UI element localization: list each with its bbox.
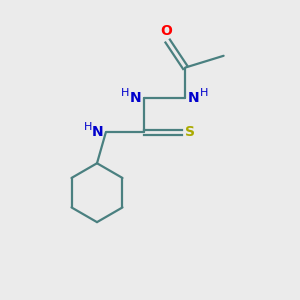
Text: H: H bbox=[83, 122, 92, 132]
Text: O: O bbox=[160, 23, 172, 38]
Text: N: N bbox=[188, 92, 199, 106]
Text: N: N bbox=[92, 125, 103, 139]
Text: H: H bbox=[121, 88, 129, 98]
Text: N: N bbox=[130, 92, 142, 106]
Text: H: H bbox=[200, 88, 209, 98]
Text: S: S bbox=[185, 125, 195, 139]
